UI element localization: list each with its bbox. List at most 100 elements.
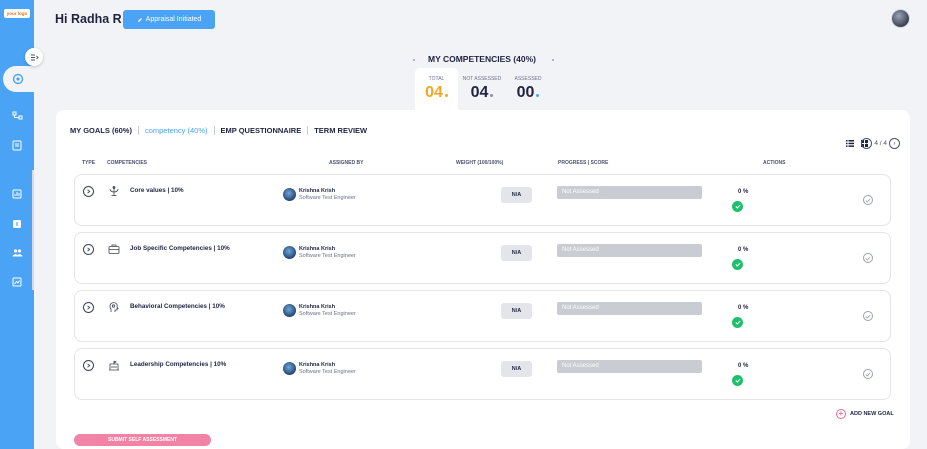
submit-self-assessment-button[interactable]: SUBMIT SELF ASSESSMENT (74, 434, 211, 446)
status-button-label: Appraisal Initiated (145, 16, 202, 23)
stat-total: TOTAL 04 (417, 76, 456, 102)
briefcase-icon (108, 244, 120, 254)
user-avatar[interactable] (891, 9, 910, 28)
dashboard-icon[interactable] (10, 71, 26, 87)
competency-name: Leadership Competencies | 10% (130, 361, 227, 368)
appraisal-status-button[interactable]: Appraisal Initiated (123, 10, 215, 29)
self-assess-action-button[interactable] (863, 253, 873, 263)
assignee-name: Krishna Krish (299, 304, 336, 310)
assignee-name: Krishna Krish (299, 188, 336, 194)
summary-title: MY COMPETENCIES (40%) (427, 54, 536, 64)
weight-value: N/A (501, 245, 532, 261)
self-assess-action-button[interactable] (863, 369, 873, 379)
stat-label: ASSESSED (514, 76, 542, 82)
self-assess-action-button[interactable] (863, 311, 873, 321)
assignee-name: Krishna Krish (299, 246, 336, 252)
tab-divider (137, 126, 139, 135)
col-assigned-by: ASSIGNED BY (329, 160, 364, 166)
logo: your logo (4, 9, 30, 18)
stat-dot (444, 94, 448, 97)
table-header: TYPE COMPETENCIES ASSIGNED BY WEIGHT (10… (56, 160, 910, 170)
expand-row-button[interactable] (83, 244, 94, 255)
table-row: Leadership Competencies | 10% Krishna Kr… (74, 348, 891, 400)
expand-row-button[interactable] (83, 186, 94, 197)
assignee-avatar (283, 188, 296, 201)
self-assess-action-button[interactable] (863, 195, 873, 205)
stat-label: NOT ASSESSED (462, 76, 502, 82)
assignee-avatar (283, 246, 296, 259)
tab-divider (307, 126, 309, 135)
values-icon (109, 186, 119, 196)
next-page-button[interactable]: › (889, 138, 900, 149)
tab-my-goals[interactable]: MY GOALS (60%) (70, 126, 132, 135)
score-value: 0 % (738, 189, 749, 195)
stat-not-assessed: NOT ASSESSED 04 (460, 76, 504, 102)
document-icon[interactable] (9, 137, 25, 153)
collapse-sidebar-button[interactable] (25, 48, 43, 66)
col-competencies: COMPETENCIES (107, 160, 148, 166)
tab-emp-questionnaire[interactable]: EMP QUESTIONNAIRE (220, 126, 302, 135)
progress-bar: Not Assessed (557, 244, 702, 257)
check-icon (732, 201, 743, 212)
assignee-role: Software Test Engineer (299, 195, 356, 201)
stat-dot (536, 94, 540, 97)
hierarchy-icon[interactable] (9, 108, 25, 124)
progress-bar: Not Assessed (557, 186, 702, 199)
decor-dot (552, 59, 554, 61)
table-row: Job Specific Competencies | 10% Krishna … (74, 232, 891, 284)
expand-row-button[interactable] (83, 302, 94, 313)
pencil-icon (137, 17, 142, 22)
info-icon[interactable] (9, 216, 25, 232)
check-icon (732, 375, 743, 386)
assignee-avatar (283, 304, 296, 317)
add-new-goal-button[interactable]: + ADD NEW GOAL (836, 409, 894, 419)
report-icon[interactable] (9, 274, 25, 290)
expand-row-button[interactable] (83, 360, 94, 371)
sidebar: your logo (0, 0, 43, 449)
pagination: ‹ 4 / 4 › (861, 138, 900, 149)
weight-value: N/A (501, 361, 532, 377)
progress-bar: Not Assessed (557, 360, 702, 373)
stat-dot (490, 94, 494, 97)
stat-value: 00 (516, 84, 535, 101)
prev-page-button[interactable]: ‹ (861, 138, 873, 149)
check-icon (732, 259, 743, 270)
table-row: Behavioral Competencies | 10% Krishna Kr… (74, 290, 891, 342)
score-value: 0 % (738, 363, 749, 369)
decor-dot (413, 59, 415, 61)
chart-icon[interactable] (9, 186, 25, 202)
page-indicator: 4 / 4 (874, 140, 887, 147)
stat-label: TOTAL (428, 76, 445, 82)
competency-panel: MY GOALS (60%) competency (40%) EMP QUES… (56, 110, 910, 449)
sidebar-divider (32, 170, 34, 290)
competency-name: Core values | 10% (130, 187, 184, 194)
table-row: Core values | 10% Krishna Krish Software… (74, 174, 891, 226)
stat-value: 04 (470, 84, 489, 101)
tab-competency[interactable]: competency (40%) (144, 126, 208, 135)
building-icon (109, 360, 119, 371)
weight-value: N/A (501, 187, 532, 203)
total-stat-card (415, 68, 458, 112)
score-value: 0 % (738, 247, 749, 253)
col-progress: PROGRESS | SCORE (558, 160, 609, 166)
col-weight: WEIGHT (100/100%) (456, 160, 504, 166)
assignee-avatar (283, 362, 296, 375)
tab-divider (213, 126, 215, 135)
head-icon (109, 302, 119, 312)
competency-name: Behavioral Competencies | 10% (130, 303, 225, 310)
page-greeting: Hi Radha R (55, 12, 122, 26)
col-type: TYPE (82, 160, 96, 166)
add-goal-label: ADD NEW GOAL (850, 411, 894, 417)
tab-term-review[interactable]: TERM REVIEW (314, 126, 368, 135)
competency-name: Job Specific Competencies | 10% (130, 245, 230, 252)
plus-icon: + (836, 409, 846, 419)
list-view-icon[interactable] (846, 140, 854, 147)
assignee-role: Software Test Engineer (299, 311, 356, 317)
main-area: Hi Radha R Appraisal Initiated MY COMPET… (34, 0, 927, 449)
users-icon[interactable] (9, 245, 25, 261)
score-value: 0 % (738, 305, 749, 311)
stat-value: 04 (425, 84, 443, 101)
assignee-role: Software Test Engineer (299, 369, 356, 375)
stat-assessed: ASSESSED 00 (510, 76, 546, 102)
tab-bar: MY GOALS (60%) competency (40%) EMP QUES… (70, 126, 367, 135)
